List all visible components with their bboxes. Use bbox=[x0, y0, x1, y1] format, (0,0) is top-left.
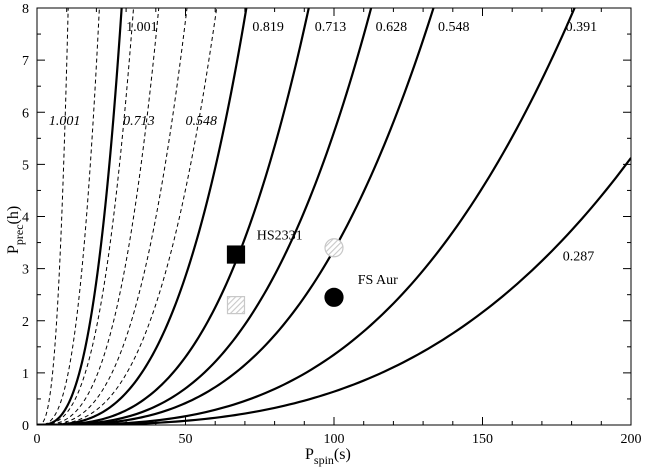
circle-marker-2 bbox=[324, 287, 344, 307]
x-axis-label-main: P bbox=[305, 446, 314, 463]
x-tick-label: 0 bbox=[34, 432, 41, 447]
y-tick-label: 3 bbox=[22, 263, 29, 278]
y-axis-label-sub: prec bbox=[12, 224, 26, 245]
solid-curve-2 bbox=[37, 8, 310, 425]
x-tick-label: 100 bbox=[324, 432, 345, 447]
x-axis-label: Pspin(s) bbox=[305, 446, 351, 467]
x-tick-label: 200 bbox=[621, 432, 642, 447]
solid-curve-label-6: 0.287 bbox=[563, 250, 595, 265]
solid-curve-1 bbox=[37, 8, 248, 425]
labels-group: 1.001 0.819 0.713 0.628 0.548 0.391 0.287 1.001… bbox=[49, 20, 597, 288]
dashed-curve-5 bbox=[37, 8, 218, 425]
dashed-curve-0 bbox=[37, 8, 69, 425]
dashed-curve-label-2: 0.548 bbox=[186, 114, 218, 129]
point-label-0: HS2331 bbox=[257, 229, 303, 244]
y-tick-label: 1 bbox=[22, 367, 29, 382]
y-axis-label-unit: (h) bbox=[5, 206, 22, 225]
dashed-curve-label-1: 0.713 bbox=[123, 114, 155, 129]
x-tick-label: 50 bbox=[179, 432, 193, 447]
plot-frame bbox=[36, 7, 632, 426]
solid-curve-6 bbox=[37, 157, 631, 425]
square-marker-0 bbox=[226, 245, 246, 264]
x-tick-label: 150 bbox=[472, 432, 493, 447]
y-tick-label: 2 bbox=[22, 315, 29, 330]
solid-curve-4 bbox=[37, 8, 435, 425]
curves-group bbox=[37, 8, 631, 425]
y-tick-label: 0 bbox=[22, 419, 29, 434]
y-tick-label: 7 bbox=[22, 54, 29, 69]
points-group bbox=[226, 238, 344, 315]
circle-marker-3 bbox=[324, 238, 344, 258]
solid-curve-label-3: 0.628 bbox=[376, 20, 408, 35]
solid-curve-3 bbox=[37, 8, 373, 425]
dashed-curve-4 bbox=[37, 8, 188, 425]
solid-curve-label-2: 0.713 bbox=[315, 20, 347, 35]
y-tick-label: 6 bbox=[22, 106, 29, 121]
y-axis-ticks: 0 1 2 3 4 5 6 7 8 bbox=[22, 2, 631, 434]
y-axis-label: Pprec(h) bbox=[5, 206, 26, 254]
solid-curve-5 bbox=[37, 8, 576, 425]
dashed-curve-2 bbox=[37, 8, 135, 425]
x-axis-label-unit: (s) bbox=[334, 446, 351, 463]
solid-curve-label-1: 0.819 bbox=[252, 20, 284, 35]
y-tick-label: 4 bbox=[22, 211, 29, 226]
solid-curve-label-0: 1.001 bbox=[126, 20, 158, 35]
square-marker-1 bbox=[226, 296, 246, 315]
x-axis-ticks: 0 50 100 150 200 bbox=[34, 8, 642, 447]
point-label-1: FS Aur bbox=[358, 273, 398, 288]
dashed-curve-1 bbox=[37, 8, 100, 425]
y-tick-label: 8 bbox=[22, 2, 29, 17]
y-axis-label-main: P bbox=[5, 245, 22, 254]
solid-curve-label-4: 0.548 bbox=[438, 20, 470, 35]
dashed-curve-3 bbox=[37, 8, 160, 425]
y-tick-label: 5 bbox=[22, 158, 29, 173]
x-axis-label-sub: spin bbox=[314, 453, 334, 467]
solid-curve-label-5: 0.391 bbox=[566, 20, 598, 35]
dashed-curve-label-0: 1.001 bbox=[49, 114, 81, 129]
solid-curve-0 bbox=[37, 8, 123, 425]
